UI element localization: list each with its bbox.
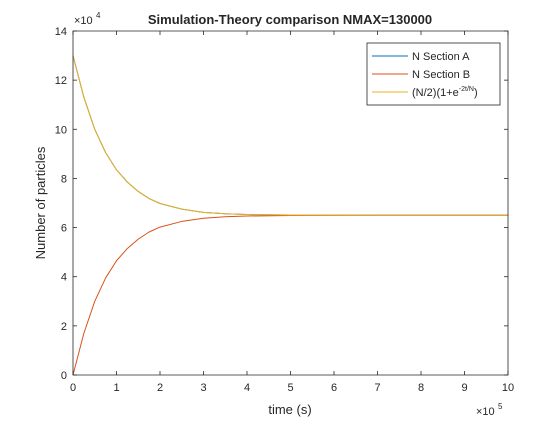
legend-label-c-base: (N/2)(1+e — [412, 87, 459, 99]
y-tick-label: 8 — [61, 173, 67, 185]
y-tick-label: 4 — [61, 272, 67, 284]
x-tick-label: 9 — [461, 382, 467, 394]
x-tick-label: 2 — [157, 382, 163, 394]
chart-title: Simulation-Theory comparison NMAX=130000 — [148, 12, 432, 27]
y-tick-label: 0 — [61, 370, 67, 382]
x-axis-label: time (s) — [268, 402, 311, 417]
legend: N Section A N Section B (N/2)(1+e-2t/N) — [367, 43, 500, 105]
y-exponent-base: ×10 — [74, 15, 93, 27]
y-axis-label: Number of particles — [33, 146, 48, 259]
y-tick-label: 10 — [55, 124, 67, 136]
y-exponent: ×10 4 — [74, 11, 101, 27]
x-tick-label: 10 — [502, 382, 514, 394]
x-tick-label: 0 — [70, 382, 76, 394]
y-tick-label: 12 — [55, 75, 67, 87]
legend-label-c-exp: -2t/N — [459, 86, 474, 93]
x-exponent-base: ×10 — [476, 406, 495, 418]
legend-label-b: N Section B — [412, 69, 470, 81]
x-tick-label: 3 — [200, 382, 206, 394]
x-tick-label: 1 — [113, 382, 119, 394]
y-tick-label: 14 — [55, 26, 67, 38]
x-tick-label: 6 — [331, 382, 337, 394]
x-exponent: ×10 5 — [476, 402, 503, 418]
y-tick-label: 2 — [61, 321, 67, 333]
x-tick-label: 5 — [287, 382, 293, 394]
x-tick-label: 7 — [374, 382, 380, 394]
y-exponent-power: 4 — [96, 11, 101, 20]
x-tick-label: 8 — [418, 382, 424, 394]
x-tick-label: 4 — [244, 382, 250, 394]
x-exponent-power: 5 — [498, 402, 503, 411]
legend-label-a: N Section A — [412, 51, 470, 63]
legend-label-c-close: ) — [474, 87, 478, 99]
y-tick-label: 6 — [61, 223, 67, 235]
